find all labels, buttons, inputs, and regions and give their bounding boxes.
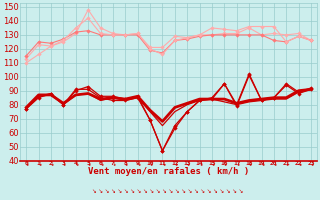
Text: ↘: ↘ [110,161,116,167]
Text: ↘: ↘ [85,161,92,167]
Text: ↘: ↘ [209,161,215,167]
Text: ↘: ↘ [295,161,302,167]
Text: ↘: ↘ [283,161,290,167]
Text: ↘: ↘ [97,161,104,167]
Text: ↘: ↘ [60,161,67,167]
Text: ↘: ↘ [234,161,240,167]
Text: ↘: ↘ [159,161,166,167]
Text: ↘: ↘ [184,161,190,167]
Text: ↘: ↘ [308,161,314,167]
Text: ↘: ↘ [172,161,178,167]
Text: ↘: ↘ [196,161,203,167]
X-axis label: Vent moyen/en rafales ( km/h ): Vent moyen/en rafales ( km/h ) [88,167,249,176]
Text: ↘: ↘ [122,161,129,167]
Text: ↘: ↘ [246,161,252,167]
Text: ↘: ↘ [134,161,141,167]
Text: ↘: ↘ [48,161,54,167]
Text: ↘: ↘ [36,161,42,167]
Text: ↘ ↘ ↘ ↘ ↘ ↘ ↘ ↘ ↘ ↘ ↘ ↘ ↘ ↘ ↘ ↘ ↘ ↘ ↘ ↘ ↘ ↘ ↘ ↘: ↘ ↘ ↘ ↘ ↘ ↘ ↘ ↘ ↘ ↘ ↘ ↘ ↘ ↘ ↘ ↘ ↘ ↘ ↘ ↘ … [92,189,245,194]
Text: ↘: ↘ [147,161,153,167]
Text: ↘: ↘ [271,161,277,167]
Text: ↘: ↘ [73,161,79,167]
Text: ↘: ↘ [23,161,29,167]
Text: ↘: ↘ [221,161,228,167]
Text: ↘: ↘ [258,161,265,167]
